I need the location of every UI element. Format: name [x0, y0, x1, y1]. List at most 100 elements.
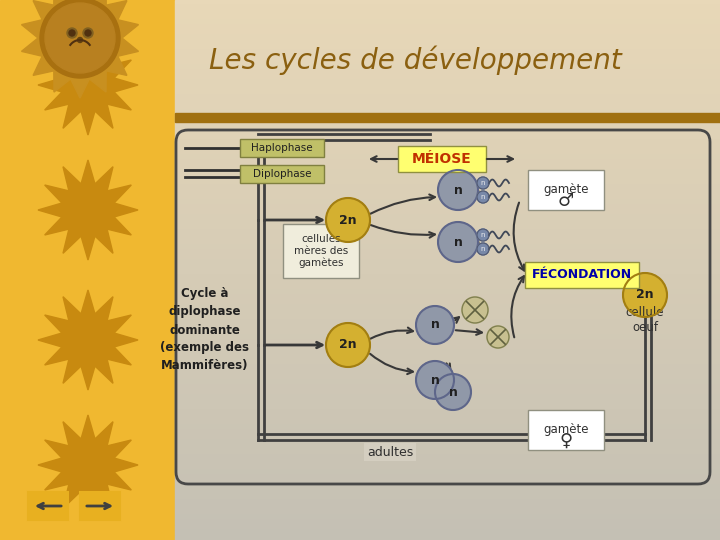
Bar [0, 0, 175, 540]
Circle shape [83, 28, 93, 38]
Bar [175, 440, 720, 445]
Bar [175, 219, 720, 225]
Bar [175, 113, 720, 122]
Bar [175, 130, 720, 135]
Text: Les cycles de développement: Les cycles de développement [209, 45, 621, 75]
FancyBboxPatch shape [525, 262, 639, 288]
Text: MÉIOSE: MÉIOSE [412, 152, 472, 166]
Text: n: n [454, 235, 462, 248]
Bar [175, 364, 720, 370]
Circle shape [435, 374, 471, 410]
Bar [175, 30, 720, 35]
Bar [175, 174, 720, 180]
Text: 2n: 2n [339, 213, 357, 226]
Bar [175, 535, 720, 540]
Bar [175, 84, 720, 90]
Text: n: n [481, 232, 485, 238]
Bar [175, 305, 720, 310]
Bar [175, 480, 720, 485]
Bar [175, 400, 720, 405]
Bar [175, 504, 720, 510]
Bar [175, 309, 720, 315]
Bar [175, 519, 720, 525]
Bar [175, 194, 720, 200]
Bar [175, 114, 720, 120]
Bar [80, 492, 120, 520]
Circle shape [326, 323, 370, 367]
Circle shape [416, 361, 454, 399]
Circle shape [623, 273, 667, 317]
Text: gamète: gamète [544, 422, 589, 435]
Bar [175, 64, 720, 70]
Bar [175, 125, 720, 130]
Bar [175, 214, 720, 220]
Bar [175, 349, 720, 355]
Bar [175, 185, 720, 190]
Circle shape [326, 198, 370, 242]
Bar [175, 409, 720, 415]
Bar [175, 360, 720, 365]
Text: ♀: ♀ [559, 432, 572, 450]
Circle shape [477, 191, 489, 203]
Bar [175, 39, 720, 45]
Bar [175, 245, 720, 250]
Bar [175, 99, 720, 105]
Bar [175, 415, 720, 420]
FancyBboxPatch shape [528, 410, 604, 450]
Text: Diplophase: Diplophase [253, 169, 311, 179]
Bar [175, 464, 720, 470]
Bar [175, 285, 720, 290]
FancyBboxPatch shape [240, 139, 324, 157]
Bar [175, 154, 720, 160]
Bar [175, 314, 720, 320]
Bar [175, 340, 720, 345]
Bar [175, 325, 720, 330]
Circle shape [438, 222, 478, 262]
Bar [175, 369, 720, 375]
Bar [175, 10, 720, 15]
Polygon shape [38, 35, 138, 135]
FancyBboxPatch shape [528, 170, 604, 210]
Bar [175, 79, 720, 85]
Bar [175, 345, 720, 350]
Bar [175, 334, 720, 340]
Text: n: n [481, 194, 485, 200]
Bar [175, 375, 720, 380]
Bar [175, 300, 720, 305]
Bar [175, 510, 720, 515]
Bar [175, 15, 720, 20]
Polygon shape [38, 415, 138, 515]
Text: n: n [481, 180, 485, 186]
Bar [175, 404, 720, 410]
Circle shape [45, 3, 115, 73]
Text: n: n [454, 184, 462, 197]
Bar [175, 444, 720, 450]
Circle shape [85, 30, 91, 36]
Text: cellules
mères des
gamètes: cellules mères des gamètes [294, 234, 348, 268]
Bar [175, 19, 720, 25]
Bar [175, 35, 720, 40]
Circle shape [416, 306, 454, 344]
Bar [28, 492, 68, 520]
Circle shape [477, 229, 489, 241]
Bar [175, 59, 720, 65]
Polygon shape [38, 160, 138, 260]
Circle shape [67, 28, 77, 38]
Bar [175, 24, 720, 30]
Bar [175, 289, 720, 295]
Circle shape [40, 0, 120, 78]
Text: n: n [431, 374, 439, 387]
Bar [175, 210, 720, 215]
Bar [175, 495, 720, 500]
Bar [175, 70, 720, 75]
Polygon shape [22, 0, 138, 98]
Bar [175, 420, 720, 425]
Bar [175, 515, 720, 520]
Text: adultes: adultes [367, 446, 413, 458]
Bar [175, 110, 720, 115]
Bar [175, 395, 720, 400]
Bar [175, 455, 720, 460]
Bar [175, 240, 720, 245]
Bar [175, 254, 720, 260]
Bar [175, 94, 720, 100]
